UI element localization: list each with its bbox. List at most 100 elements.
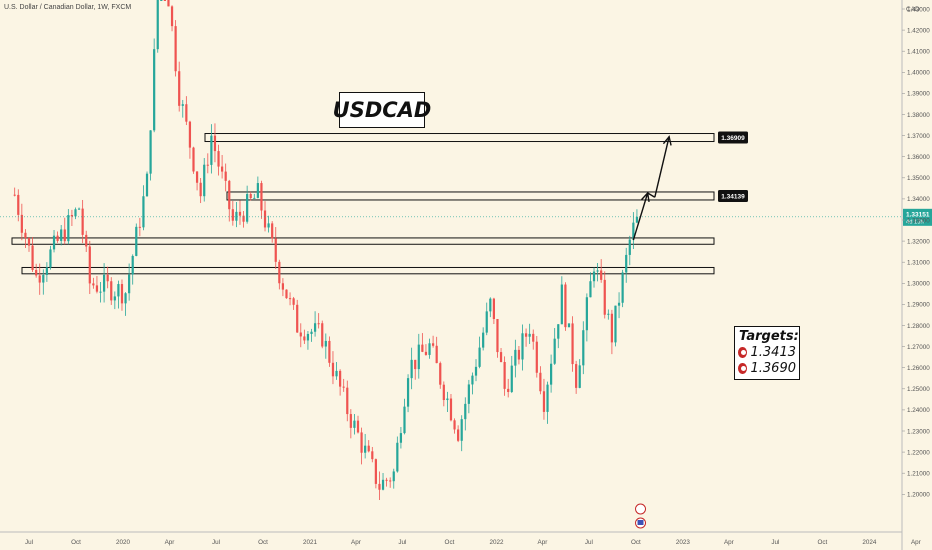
candle (195, 171, 199, 191)
candle (521, 324, 524, 371)
candle (507, 378, 510, 398)
level-label: 1.34139 (721, 193, 745, 200)
candle (292, 296, 295, 310)
y-tick-label: 1.41000 (907, 49, 930, 56)
y-tick-label: 1.40000 (907, 70, 930, 77)
support-zone (11, 237, 715, 245)
candle (67, 209, 70, 245)
candle (117, 280, 120, 309)
y-tick-label: 1.32000 (907, 238, 930, 245)
candle (410, 347, 413, 390)
candle (328, 336, 331, 367)
dart-icon (738, 362, 747, 374)
candle (596, 263, 599, 282)
candle (578, 359, 581, 389)
candle (424, 344, 428, 356)
candle (231, 200, 234, 226)
candle (188, 120, 192, 159)
candle (546, 381, 549, 424)
candle (306, 331, 310, 350)
resistance-zone (204, 133, 715, 143)
targets-box: Targets: 1.3413 1.3690 (734, 326, 800, 380)
chart-title-box: USDCAD (333, 92, 431, 128)
time-axis: Jul Oct 2020 Apr Jul Oct 2021 Apr Jul Oct 2022 Apr J… (25, 539, 921, 546)
x-tick-label: 2024 (862, 539, 877, 546)
candle (435, 336, 438, 364)
candle (249, 191, 252, 201)
candle (489, 297, 492, 318)
y-tick-label: 1.31000 (907, 260, 930, 267)
level-label-box (718, 189, 748, 202)
candle (550, 354, 553, 393)
y-tick-label: 1.43000 (907, 6, 930, 13)
candle (353, 413, 356, 435)
candle (178, 61, 181, 112)
y-tick-label: 1.34000 (907, 196, 930, 203)
y-tick-label: 1.30000 (907, 281, 930, 288)
candle (428, 338, 431, 359)
dart-icon (738, 346, 747, 358)
candle (589, 272, 592, 298)
projection-segment (647, 192, 656, 198)
y-tick-label: 1.28000 (907, 323, 930, 330)
candle (414, 359, 417, 380)
candle (367, 440, 370, 453)
candle (256, 176, 259, 199)
candle (274, 227, 277, 270)
candle (524, 328, 528, 347)
current-price-box (903, 208, 932, 226)
candle (199, 177, 202, 204)
x-tick-label: Jul (25, 539, 33, 546)
candle (471, 372, 474, 395)
x-tick-label: Apr (165, 539, 175, 546)
y-tick-label: 1.21000 (907, 471, 930, 478)
event-marker-icon[interactable] (635, 503, 647, 515)
candle (60, 224, 63, 246)
candle (203, 158, 206, 202)
candle (281, 278, 285, 297)
candle (610, 309, 614, 355)
candle (224, 163, 227, 192)
y-tick-label: 1.29000 (907, 302, 930, 309)
candle (528, 323, 531, 344)
x-tick-label: Oct (71, 539, 81, 546)
candle (464, 397, 467, 431)
candle (510, 355, 513, 394)
candle (460, 415, 463, 452)
projection-segment (654, 136, 670, 198)
y-tick-label: 1.39000 (907, 91, 930, 98)
x-tick-label: 2022 (489, 539, 504, 546)
candle (399, 426, 403, 449)
y-tick-label: 1.27000 (907, 344, 930, 351)
candle (421, 333, 424, 353)
y-tick-label: 1.20000 (907, 492, 930, 499)
candle (474, 359, 478, 382)
x-tick-label: Oct (631, 539, 641, 546)
candle (492, 297, 495, 325)
candle (27, 237, 31, 252)
y-tick-label: 1.23000 (907, 428, 930, 435)
candle (42, 269, 45, 295)
candle (95, 275, 99, 294)
candle (503, 356, 506, 396)
candle (192, 146, 195, 174)
candle (38, 263, 41, 295)
candle (74, 207, 77, 220)
support-zone (21, 266, 715, 275)
x-tick-label: Oct (445, 539, 455, 546)
candle (149, 130, 152, 181)
candle (364, 433, 367, 459)
candle (567, 323, 571, 328)
x-tick-label: Jul (585, 539, 593, 546)
candle (92, 277, 95, 289)
candle (17, 189, 20, 222)
candle (346, 380, 349, 422)
candle (113, 291, 116, 310)
candle (517, 346, 521, 365)
y-tick-label: 1.24000 (907, 407, 930, 414)
candle (131, 254, 134, 285)
candle (331, 351, 335, 385)
